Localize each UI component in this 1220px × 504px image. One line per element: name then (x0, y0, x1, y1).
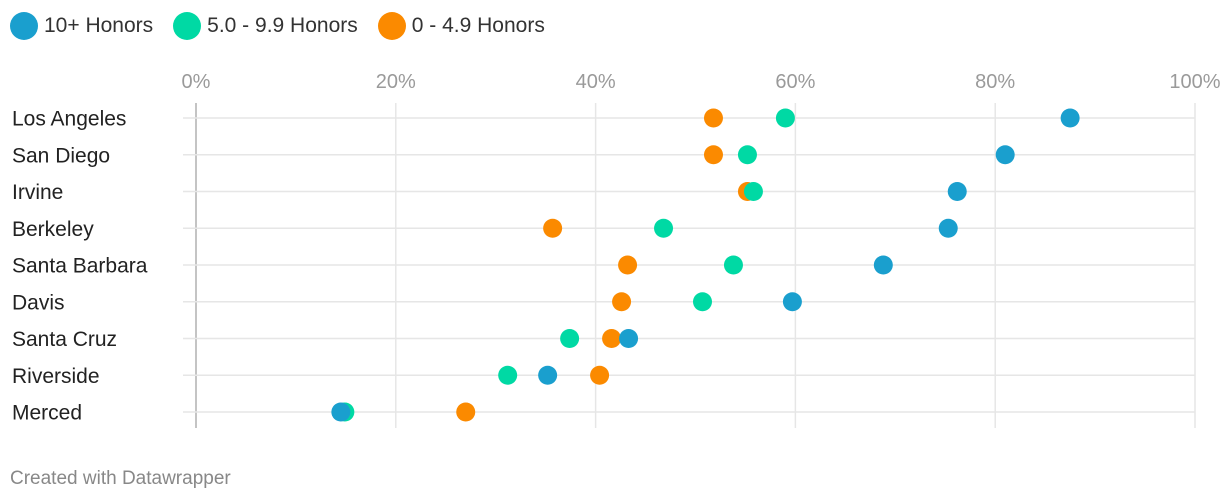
category-label: Berkeley (12, 218, 94, 241)
data-point (938, 218, 958, 238)
legend-label-10plus-honors: 10+ Honors (44, 14, 154, 37)
legend: 10+ Honors 5.0 - 9.9 Honors 0 - 4.9 Hono… (10, 10, 565, 42)
x-tick-label: 40% (576, 71, 616, 93)
category-label: Santa Barbara (12, 255, 148, 278)
data-point (1060, 108, 1080, 128)
legend-item-0-to-4-honors: 0 - 4.9 Honors (377, 12, 545, 40)
data-point (543, 218, 563, 238)
x-axis-tick-labels: 0% 20% 40% 60% 80% 100% (182, 71, 1220, 93)
data-point (498, 365, 518, 385)
category-axis: Los Angeles San Diego Irvine Berkeley Santa … (12, 108, 148, 425)
data-point (618, 255, 638, 275)
data-point (619, 329, 639, 348)
data-point (538, 365, 558, 385)
data-point (743, 182, 763, 201)
legend-swatch-5-to-9-honors (173, 12, 202, 40)
category-label: Irvine (12, 181, 63, 204)
data-point (456, 402, 476, 422)
category-label: Riverside (12, 365, 100, 388)
legend-label-5-to-9-honors: 5.0 - 9.9 Honors (207, 14, 358, 37)
legend-swatch-0-to-4-honors (377, 12, 406, 40)
data-point (737, 145, 757, 165)
x-tick-label: 0% (182, 71, 211, 93)
data-point (654, 218, 674, 238)
category-label: Los Angeles (12, 108, 126, 131)
x-tick-label: 20% (376, 71, 416, 93)
legend-item-10plus-honors: 10+ Honors (10, 12, 153, 40)
data-point (782, 292, 802, 312)
data-point (590, 365, 610, 385)
legend-item-5-to-9-honors: 5.0 - 9.9 Honors (173, 12, 358, 40)
category-label: Davis (12, 291, 65, 314)
x-tick-label: 100% (1169, 71, 1220, 93)
x-tick-label: 60% (775, 71, 815, 93)
data-point (602, 329, 622, 348)
data-point (703, 145, 723, 165)
category-label: Santa Cruz (12, 328, 117, 351)
footer-credit: Created with Datawrapper (10, 468, 231, 489)
data-points (331, 108, 1080, 422)
data-point (995, 145, 1015, 165)
gridlines (183, 103, 1196, 428)
dot-plot-chart: 0% 20% 40% 60% 80% 100% Los Angeles San Diego I… (12, 71, 1220, 428)
legend-label-0-to-4-honors: 0 - 4.9 Honors (411, 14, 545, 37)
data-point (692, 292, 712, 312)
category-label: Merced (12, 402, 82, 425)
data-point (775, 108, 795, 128)
data-point (947, 182, 967, 201)
data-point (612, 292, 632, 312)
category-label: San Diego (12, 144, 110, 167)
data-point (703, 108, 723, 128)
data-point (723, 255, 743, 275)
data-point (873, 255, 893, 275)
x-tick-label: 80% (975, 71, 1015, 93)
data-point (560, 329, 580, 348)
data-point (331, 402, 351, 422)
legend-swatch-10plus-honors (10, 12, 38, 40)
